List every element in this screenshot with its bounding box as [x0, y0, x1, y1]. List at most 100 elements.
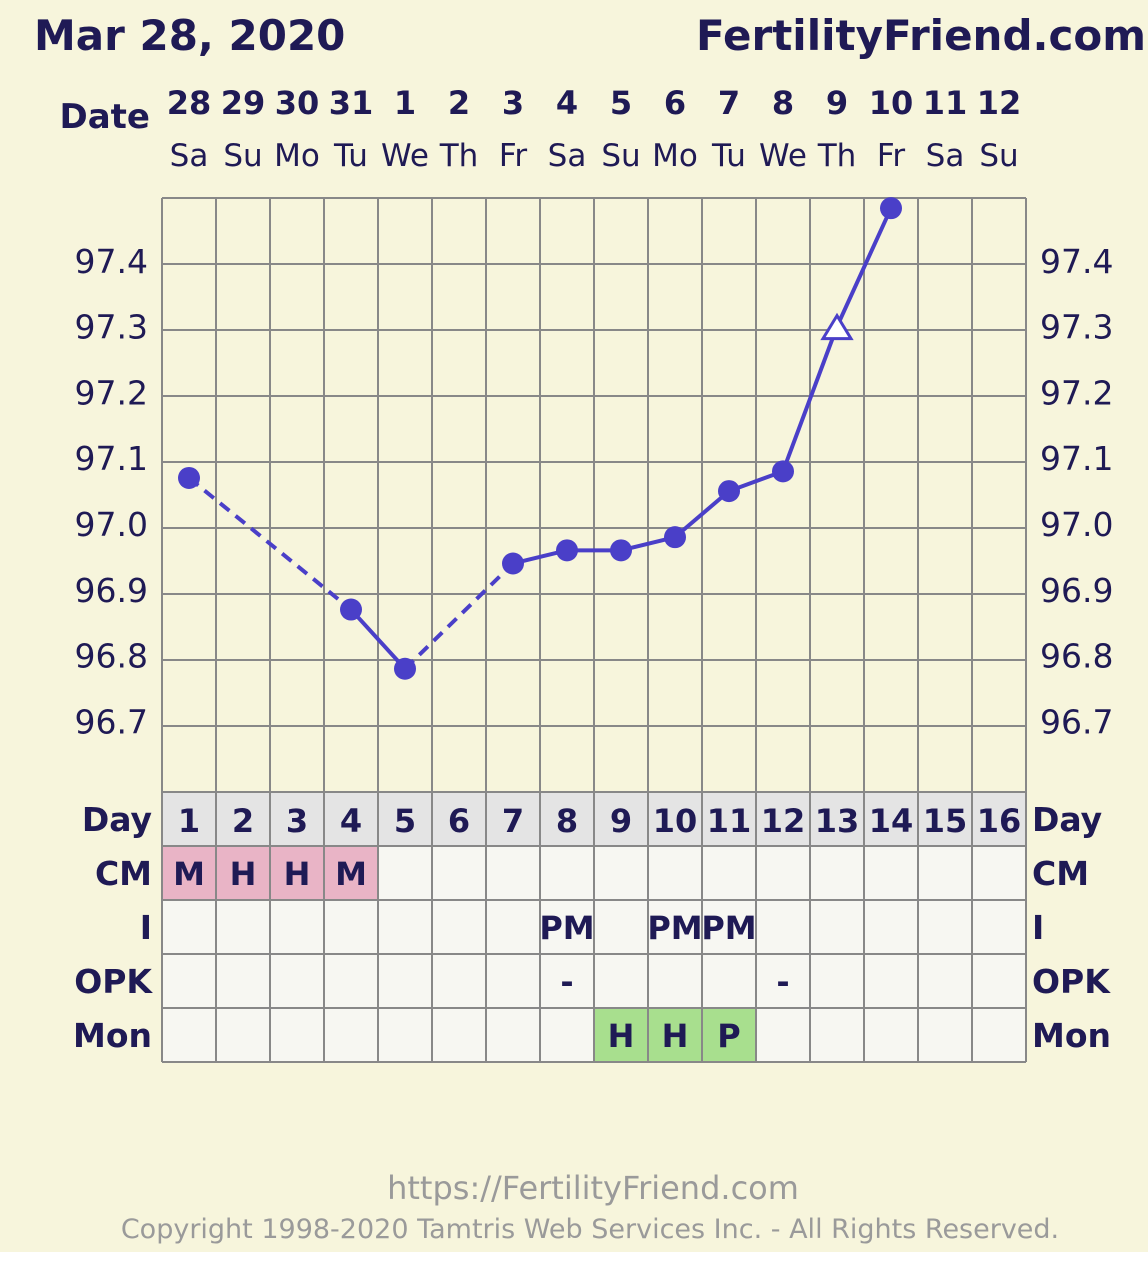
cycle-day-number: 4: [340, 802, 362, 840]
day-cell: [810, 792, 864, 846]
intercourse-cell: [324, 900, 378, 954]
y-tick-label-left: 96.9: [75, 571, 148, 610]
temperature-line-segment: [835, 207, 893, 328]
cycle-day-number: 15: [923, 802, 968, 840]
temperature-point: [772, 460, 794, 483]
cm-cell: [432, 846, 486, 900]
opk-cell: [864, 954, 918, 1008]
monitor-cell: [918, 1008, 972, 1062]
cm-cell: [972, 846, 1026, 900]
intercourse-row-label-left: I: [140, 908, 152, 947]
opk-row-label-left: OPK: [74, 962, 153, 1001]
temperature-line-segment: [403, 562, 515, 671]
date-label: 29: [221, 84, 266, 122]
cm-cell: [756, 846, 810, 900]
y-tick-label-left: 97.4: [75, 242, 148, 281]
temperature-line-segment: [349, 608, 407, 671]
monitor-cell: [378, 1008, 432, 1062]
date-label: 28: [167, 84, 212, 122]
day-cell: [702, 792, 756, 846]
monitor-cell: [972, 1008, 1026, 1062]
intercourse-value: PM: [647, 909, 702, 947]
cm-cell: [864, 846, 918, 900]
opk-cell: [594, 954, 648, 1008]
intercourse-cell: [540, 900, 594, 954]
temperature-line-segment: [187, 476, 353, 612]
intercourse-cell: [270, 900, 324, 954]
date-label: 9: [826, 84, 848, 122]
opk-cell: [918, 954, 972, 1008]
cm-cell: [702, 846, 756, 900]
cm-row-label-left: CM: [95, 854, 152, 893]
temperature-point: [610, 539, 632, 562]
cycle-day-number: 6: [448, 802, 470, 840]
opk-cell: [162, 954, 216, 1008]
weekday-label: Mo: [652, 138, 698, 174]
temperature-line-segment: [781, 325, 839, 473]
opk-cell: [702, 954, 756, 1008]
monitor-cell: [162, 1008, 216, 1062]
weekday-label: Fr: [877, 138, 906, 174]
cm-cell: [540, 846, 594, 900]
monitor-cell: [594, 1008, 648, 1062]
weekday-label: Mo: [274, 138, 320, 174]
date-label: 3: [502, 84, 524, 122]
monitor-cell: [810, 1008, 864, 1062]
footer-copyright: Copyright 1998-2020 Tamtris Web Services…: [121, 1214, 1059, 1245]
monitor-value: H: [608, 1017, 635, 1055]
cycle-day-number: 7: [502, 802, 524, 840]
opk-cell: [648, 954, 702, 1008]
intercourse-cell: [594, 900, 648, 954]
weekday-label: Su: [223, 138, 262, 174]
date-label: 30: [275, 84, 320, 122]
weekday-label: Tu: [711, 138, 746, 174]
date-label: 8: [772, 84, 794, 122]
cycle-day-number: 14: [869, 802, 914, 840]
intercourse-cell: [378, 900, 432, 954]
day-cell: [378, 792, 432, 846]
opk-cell: [756, 954, 810, 1008]
temperature-point: [502, 552, 524, 575]
weekday-label: We: [381, 138, 429, 174]
cycle-day-number: 8: [556, 802, 578, 840]
opk-cell: [270, 954, 324, 1008]
cm-value: H: [284, 855, 311, 893]
intercourse-cell: [810, 900, 864, 954]
date-label: 12: [977, 84, 1022, 122]
intercourse-value: PM: [539, 909, 594, 947]
cycle-day-number: 12: [761, 802, 806, 840]
date-row-label: Date: [60, 97, 150, 137]
cm-cell: [270, 846, 324, 900]
date-label: 10: [869, 84, 914, 122]
weekday-label: Th: [439, 138, 479, 174]
temperature-point: [394, 657, 416, 680]
opk-cell: [432, 954, 486, 1008]
date-label: 5: [610, 84, 632, 122]
intercourse-cell: [162, 900, 216, 954]
day-cell: [270, 792, 324, 846]
day-cell: [540, 792, 594, 846]
date-label: 1: [394, 84, 416, 122]
opk-value: -: [776, 963, 789, 1001]
monitor-cell: [486, 1008, 540, 1062]
day-cell: [432, 792, 486, 846]
weekday-label: Su: [979, 138, 1018, 174]
weekday-label: Su: [601, 138, 640, 174]
day-row-label-right: Day: [1032, 800, 1102, 839]
cycle-day-number: 1: [178, 802, 200, 840]
temperature-point: [178, 466, 200, 489]
y-tick-label-right: 97.4: [1040, 242, 1113, 281]
intercourse-cell: [864, 900, 918, 954]
day-cell: [972, 792, 1026, 846]
monitor-cell: [324, 1008, 378, 1062]
opk-cell: [324, 954, 378, 1008]
weekday-label: Th: [817, 138, 857, 174]
cm-value: H: [230, 855, 257, 893]
date-label: 2: [448, 84, 470, 122]
temperature-point: [664, 526, 686, 549]
day-cell: [864, 792, 918, 846]
cm-row-label-right: CM: [1032, 854, 1089, 893]
monitor-value: P: [717, 1017, 740, 1055]
intercourse-cell: [702, 900, 756, 954]
intercourse-cell: [216, 900, 270, 954]
